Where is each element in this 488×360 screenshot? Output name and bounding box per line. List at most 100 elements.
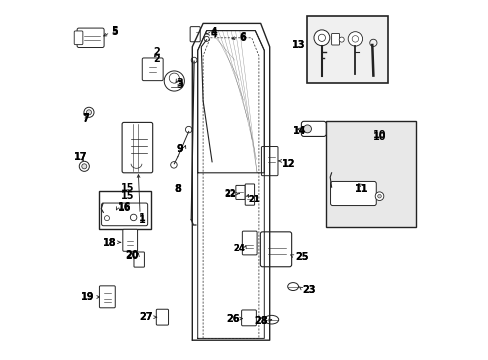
Text: 9: 9 bbox=[176, 144, 183, 154]
FancyBboxPatch shape bbox=[260, 232, 291, 267]
Text: 9: 9 bbox=[176, 144, 183, 154]
Text: 25: 25 bbox=[294, 252, 308, 262]
Text: 5: 5 bbox=[111, 27, 118, 37]
Circle shape bbox=[164, 71, 184, 91]
Circle shape bbox=[318, 34, 325, 41]
FancyBboxPatch shape bbox=[331, 33, 339, 45]
Text: 1: 1 bbox=[138, 215, 145, 225]
Text: 28: 28 bbox=[254, 316, 267, 326]
Text: 15: 15 bbox=[121, 191, 134, 201]
Text: 7: 7 bbox=[82, 114, 89, 124]
FancyBboxPatch shape bbox=[242, 231, 257, 255]
Text: 10: 10 bbox=[372, 132, 386, 142]
Circle shape bbox=[303, 125, 311, 133]
Text: 16: 16 bbox=[118, 202, 131, 212]
FancyBboxPatch shape bbox=[74, 31, 82, 45]
Text: 28: 28 bbox=[254, 316, 267, 326]
Circle shape bbox=[313, 30, 329, 46]
Text: 21: 21 bbox=[247, 194, 259, 203]
Text: 15: 15 bbox=[121, 183, 134, 193]
Text: 14: 14 bbox=[292, 126, 306, 136]
Circle shape bbox=[169, 73, 179, 83]
Circle shape bbox=[191, 57, 197, 63]
Polygon shape bbox=[325, 121, 415, 227]
FancyBboxPatch shape bbox=[99, 286, 115, 308]
Text: 21: 21 bbox=[247, 195, 259, 204]
Circle shape bbox=[79, 161, 89, 171]
Circle shape bbox=[81, 164, 87, 169]
Text: 24: 24 bbox=[233, 244, 244, 253]
FancyBboxPatch shape bbox=[190, 27, 200, 42]
Text: 19: 19 bbox=[81, 292, 94, 302]
FancyBboxPatch shape bbox=[244, 184, 254, 205]
Circle shape bbox=[104, 216, 109, 221]
Text: 20: 20 bbox=[125, 250, 139, 260]
Text: 13: 13 bbox=[291, 40, 305, 50]
Text: 4: 4 bbox=[210, 29, 217, 39]
Text: 25: 25 bbox=[294, 252, 308, 262]
Text: 18: 18 bbox=[103, 238, 117, 248]
FancyBboxPatch shape bbox=[134, 252, 144, 267]
Circle shape bbox=[374, 192, 383, 201]
Text: 20: 20 bbox=[125, 251, 139, 261]
Text: 6: 6 bbox=[239, 33, 245, 43]
Circle shape bbox=[86, 110, 91, 115]
Ellipse shape bbox=[287, 283, 298, 291]
Ellipse shape bbox=[264, 315, 278, 324]
FancyBboxPatch shape bbox=[241, 310, 256, 326]
Circle shape bbox=[84, 107, 94, 117]
Text: 2: 2 bbox=[153, 54, 160, 64]
Circle shape bbox=[204, 36, 209, 41]
Text: 26: 26 bbox=[226, 314, 239, 324]
Text: 7: 7 bbox=[82, 113, 89, 123]
Circle shape bbox=[339, 37, 344, 42]
Text: 3: 3 bbox=[176, 78, 183, 88]
FancyBboxPatch shape bbox=[77, 28, 104, 48]
FancyBboxPatch shape bbox=[301, 121, 325, 136]
Text: 26: 26 bbox=[226, 314, 239, 324]
Circle shape bbox=[130, 214, 137, 221]
Text: 12: 12 bbox=[282, 159, 295, 169]
Bar bbox=[99, 191, 151, 229]
Text: 17: 17 bbox=[74, 152, 88, 162]
Text: 16: 16 bbox=[118, 203, 131, 213]
Text: 17: 17 bbox=[74, 152, 88, 162]
Text: 5: 5 bbox=[111, 26, 118, 36]
Text: 8: 8 bbox=[174, 184, 181, 194]
Text: 3: 3 bbox=[176, 80, 183, 90]
Text: 11: 11 bbox=[354, 184, 367, 194]
FancyBboxPatch shape bbox=[142, 58, 163, 81]
FancyBboxPatch shape bbox=[156, 309, 168, 325]
Text: 8: 8 bbox=[174, 184, 181, 194]
Text: 23: 23 bbox=[302, 285, 315, 295]
Text: 14: 14 bbox=[292, 126, 306, 136]
Text: 4: 4 bbox=[210, 27, 217, 37]
Text: 22: 22 bbox=[224, 190, 236, 199]
FancyBboxPatch shape bbox=[330, 181, 375, 206]
Text: 18: 18 bbox=[103, 238, 117, 248]
Text: 23: 23 bbox=[302, 285, 315, 295]
FancyBboxPatch shape bbox=[261, 147, 277, 176]
Text: 27: 27 bbox=[139, 312, 152, 322]
Circle shape bbox=[185, 126, 192, 133]
Circle shape bbox=[170, 162, 177, 168]
Text: 1: 1 bbox=[138, 213, 145, 223]
Text: 10: 10 bbox=[372, 130, 386, 140]
Text: 27: 27 bbox=[139, 312, 152, 322]
FancyBboxPatch shape bbox=[235, 185, 244, 199]
Circle shape bbox=[347, 32, 362, 46]
Text: 24: 24 bbox=[233, 244, 244, 253]
Text: 11: 11 bbox=[354, 184, 367, 194]
Text: 6: 6 bbox=[239, 32, 245, 42]
Bar bbox=[306, 16, 387, 83]
Text: 2: 2 bbox=[153, 47, 160, 57]
Text: 12: 12 bbox=[282, 159, 295, 169]
Text: 13: 13 bbox=[291, 40, 305, 50]
FancyBboxPatch shape bbox=[102, 203, 147, 226]
Text: 19: 19 bbox=[81, 292, 94, 302]
Text: 22: 22 bbox=[224, 189, 236, 198]
FancyBboxPatch shape bbox=[122, 229, 137, 251]
Circle shape bbox=[377, 194, 381, 198]
Circle shape bbox=[351, 36, 358, 42]
FancyBboxPatch shape bbox=[122, 122, 152, 173]
